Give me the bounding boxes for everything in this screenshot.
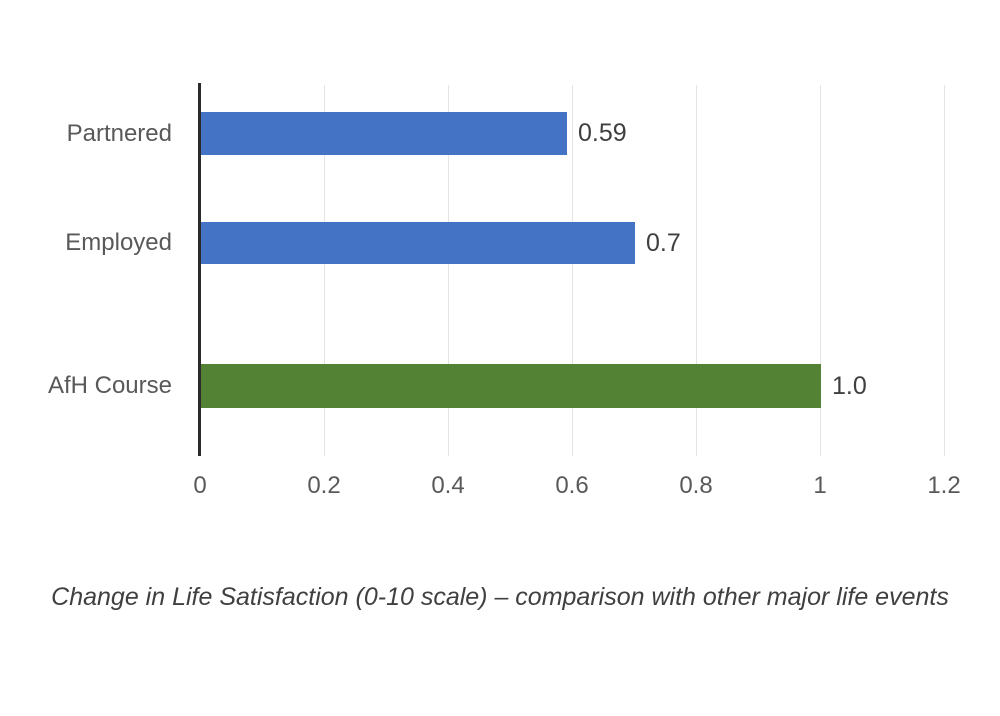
- x-tick-label: 1.2: [927, 472, 961, 499]
- gridline: [572, 85, 573, 456]
- bar-row-partnered: 0.59: [201, 112, 627, 155]
- category-label-partnered: Partnered: [66, 120, 172, 147]
- bar-value-label-employed: 0.7: [646, 228, 681, 257]
- bar-employed: [201, 222, 635, 264]
- gridline: [944, 85, 945, 456]
- x-tick-label: 0: [193, 472, 207, 499]
- chart-caption: Change in Life Satisfaction (0-10 scale)…: [51, 583, 949, 611]
- category-label-employed: Employed: [65, 229, 172, 256]
- x-tick-label: 1: [813, 472, 827, 499]
- gridline: [820, 85, 821, 456]
- y-axis-line: [198, 83, 201, 456]
- x-tick-label: 0.4: [431, 472, 465, 499]
- gridline: [324, 85, 325, 456]
- x-tick-label: 0.6: [555, 472, 589, 499]
- x-tick-label: 0.8: [679, 472, 713, 499]
- bar-afh-course: [201, 364, 821, 408]
- x-tick-label: 0.2: [307, 472, 341, 499]
- bar-row-employed: 0.7: [201, 222, 681, 264]
- bar-value-label-afh-course: 1.0: [832, 371, 867, 400]
- gridline: [696, 85, 697, 456]
- bar-partnered: [201, 112, 567, 155]
- gridline: [448, 85, 449, 456]
- bar-value-label-partnered: 0.59: [578, 119, 627, 147]
- category-label-afh-course: AfH Course: [47, 372, 172, 399]
- bar-row-afh-course: 1.0: [201, 364, 867, 408]
